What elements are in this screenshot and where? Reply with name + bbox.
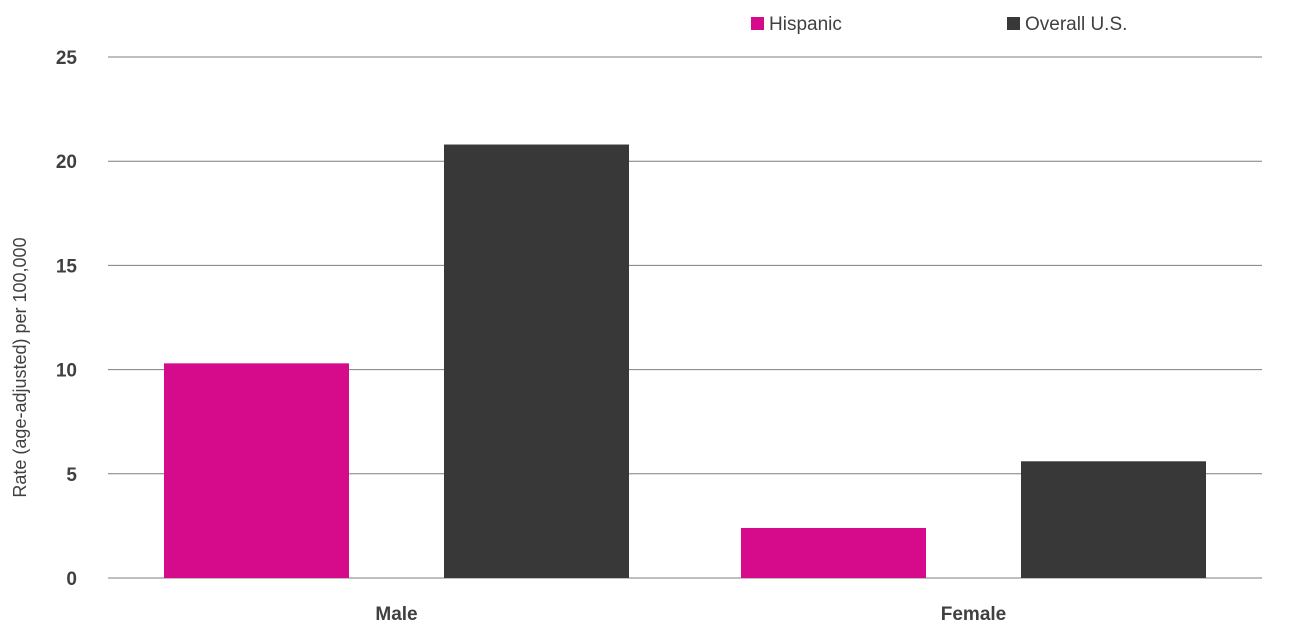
legend-swatch xyxy=(751,17,764,30)
bar-female-hispanic xyxy=(741,527,926,578)
legend-label: Hispanic xyxy=(769,14,842,35)
y-tick-label: 5 xyxy=(66,465,77,486)
legend: Hispanic Overall U.S. xyxy=(751,14,1127,35)
legend-label: Overall U.S. xyxy=(1025,14,1127,35)
x-axis-categories: Male Female xyxy=(375,604,1006,625)
y-axis-ticks: 0 5 10 15 20 25 xyxy=(56,48,78,590)
x-category-label: Female xyxy=(941,604,1006,625)
y-tick-label: 0 xyxy=(66,569,77,590)
bar-female-overall-u-s xyxy=(1021,461,1206,578)
y-axis-title: Rate (age-adjusted) per 100,000 xyxy=(10,237,30,497)
bar-male-overall-u-s xyxy=(444,144,629,578)
x-category-label: Male xyxy=(375,604,417,625)
y-tick-label: 15 xyxy=(56,256,78,277)
y-tick-label: 20 xyxy=(56,152,77,173)
y-tick-label: 10 xyxy=(56,361,77,382)
legend-swatch xyxy=(1007,17,1020,30)
bar-male-hispanic xyxy=(164,363,349,578)
bars xyxy=(164,144,1206,578)
y-tick-label: 25 xyxy=(56,48,78,69)
